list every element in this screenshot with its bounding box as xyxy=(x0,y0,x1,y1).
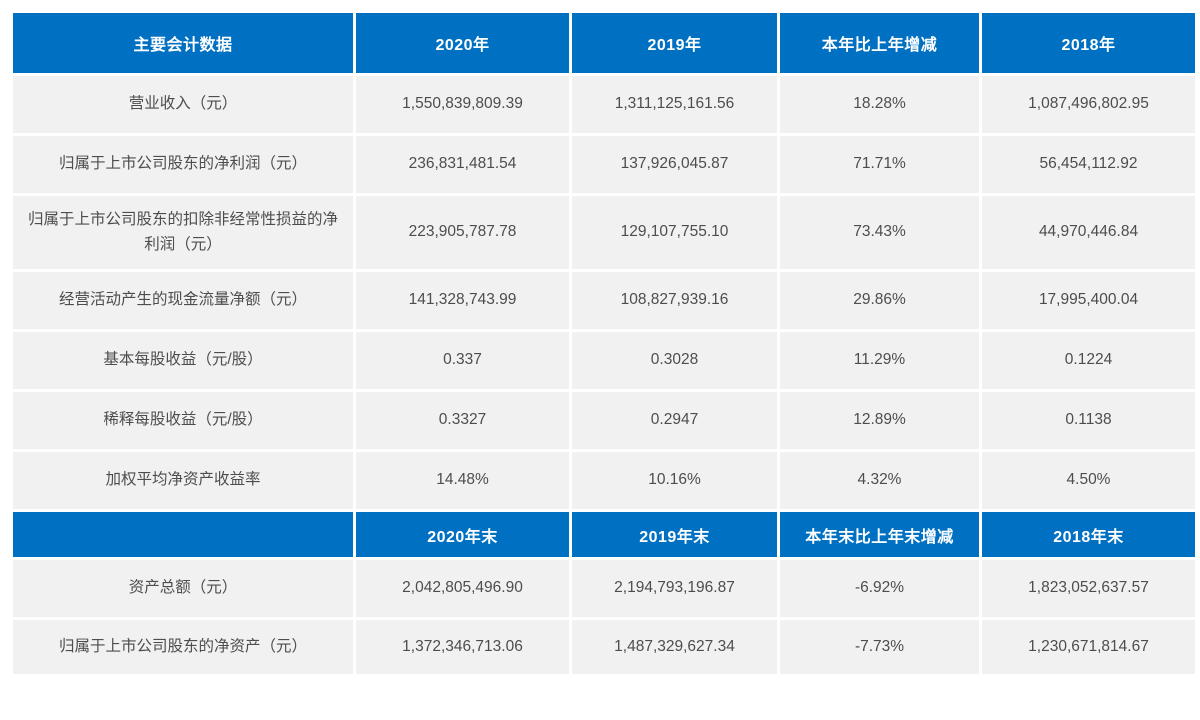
key-accounting-data-table: 主要会计数据 2020年 2019年 本年比上年增减 2018年 营业收入（元）… xyxy=(10,10,1198,677)
table-row-weighted-avg-roe: 加权平均净资产收益率 14.48% 10.16% 4.32% 4.50% xyxy=(13,452,1195,509)
value-2020: 14.48% xyxy=(356,452,569,509)
value-2018: 0.1224 xyxy=(982,332,1195,389)
header-2019-yearend: 2019年末 xyxy=(572,512,777,557)
value-yoy: 73.43% xyxy=(780,196,979,269)
header-2018: 2018年 xyxy=(982,13,1195,73)
header-2019: 2019年 xyxy=(572,13,777,73)
value-2019: 1,487,329,627.34 xyxy=(572,620,777,674)
value-2019: 1,311,125,161.56 xyxy=(572,76,777,133)
table-row-net-profit-excl-nonrecurring: 归属于上市公司股东的扣除非经常性损益的净利润（元） 223,905,787.78… xyxy=(13,196,1195,269)
value-2020: 0.3327 xyxy=(356,392,569,449)
value-2019: 108,827,939.16 xyxy=(572,272,777,329)
value-2019: 10.16% xyxy=(572,452,777,509)
row-label: 稀释每股收益（元/股） xyxy=(13,392,353,449)
value-2020: 236,831,481.54 xyxy=(356,136,569,193)
row-label: 基本每股收益（元/股） xyxy=(13,332,353,389)
header-2018-yearend: 2018年末 xyxy=(982,512,1195,557)
value-yoy: -7.73% xyxy=(780,620,979,674)
header-row-yearend: 2020年末 2019年末 本年末比上年末增减 2018年末 xyxy=(13,512,1195,557)
value-yoy: 71.71% xyxy=(780,136,979,193)
table-row-operating-cash-flow: 经营活动产生的现金流量净额（元） 141,328,743.99 108,827,… xyxy=(13,272,1195,329)
row-label: 营业收入（元） xyxy=(13,76,353,133)
value-2019: 129,107,755.10 xyxy=(572,196,777,269)
table-row-diluted-eps: 稀释每股收益（元/股） 0.3327 0.2947 12.89% 0.1138 xyxy=(13,392,1195,449)
value-yoy: 18.28% xyxy=(780,76,979,133)
value-2020: 2,042,805,496.90 xyxy=(356,560,569,617)
value-yoy: 4.32% xyxy=(780,452,979,509)
value-2020: 1,372,346,713.06 xyxy=(356,620,569,674)
value-yoy: 11.29% xyxy=(780,332,979,389)
row-label: 归属于上市公司股东的净利润（元） xyxy=(13,136,353,193)
value-2019: 2,194,793,196.87 xyxy=(572,560,777,617)
table-row-total-assets: 资产总额（元） 2,042,805,496.90 2,194,793,196.8… xyxy=(13,560,1195,617)
header-row-annual: 主要会计数据 2020年 2019年 本年比上年增减 2018年 xyxy=(13,13,1195,73)
value-2018: 0.1138 xyxy=(982,392,1195,449)
value-2018: 56,454,112.92 xyxy=(982,136,1195,193)
header-main-accounting-data: 主要会计数据 xyxy=(13,13,353,73)
table-row-net-profit: 归属于上市公司股东的净利润（元） 236,831,481.54 137,926,… xyxy=(13,136,1195,193)
header-yoy-change: 本年比上年增减 xyxy=(780,13,979,73)
value-yoy: -6.92% xyxy=(780,560,979,617)
value-2018: 1,823,052,637.57 xyxy=(982,560,1195,617)
financial-summary-container: 主要会计数据 2020年 2019年 本年比上年增减 2018年 营业收入（元）… xyxy=(10,10,1198,677)
value-2018: 44,970,446.84 xyxy=(982,196,1195,269)
value-2018: 17,995,400.04 xyxy=(982,272,1195,329)
value-2019: 0.2947 xyxy=(572,392,777,449)
value-2020: 0.337 xyxy=(356,332,569,389)
table-row-net-assets: 归属于上市公司股东的净资产（元） 1,372,346,713.06 1,487,… xyxy=(13,620,1195,674)
row-label: 资产总额（元） xyxy=(13,560,353,617)
row-label: 加权平均净资产收益率 xyxy=(13,452,353,509)
value-2020: 141,328,743.99 xyxy=(356,272,569,329)
value-2019: 137,926,045.87 xyxy=(572,136,777,193)
value-yoy: 29.86% xyxy=(780,272,979,329)
value-2018: 4.50% xyxy=(982,452,1195,509)
value-2020: 223,905,787.78 xyxy=(356,196,569,269)
value-2020: 1,550,839,809.39 xyxy=(356,76,569,133)
header-yearend-yoy-change: 本年末比上年末增减 xyxy=(780,512,979,557)
value-2019: 0.3028 xyxy=(572,332,777,389)
header-yearend-blank xyxy=(13,512,353,557)
value-2018: 1,087,496,802.95 xyxy=(982,76,1195,133)
row-label: 归属于上市公司股东的净资产（元） xyxy=(13,620,353,674)
table-row-operating-revenue: 营业收入（元） 1,550,839,809.39 1,311,125,161.5… xyxy=(13,76,1195,133)
header-2020: 2020年 xyxy=(356,13,569,73)
row-label: 归属于上市公司股东的扣除非经常性损益的净利润（元） xyxy=(13,196,353,269)
row-label: 经营活动产生的现金流量净额（元） xyxy=(13,272,353,329)
table-row-basic-eps: 基本每股收益（元/股） 0.337 0.3028 11.29% 0.1224 xyxy=(13,332,1195,389)
value-yoy: 12.89% xyxy=(780,392,979,449)
value-2018: 1,230,671,814.67 xyxy=(982,620,1195,674)
header-2020-yearend: 2020年末 xyxy=(356,512,569,557)
